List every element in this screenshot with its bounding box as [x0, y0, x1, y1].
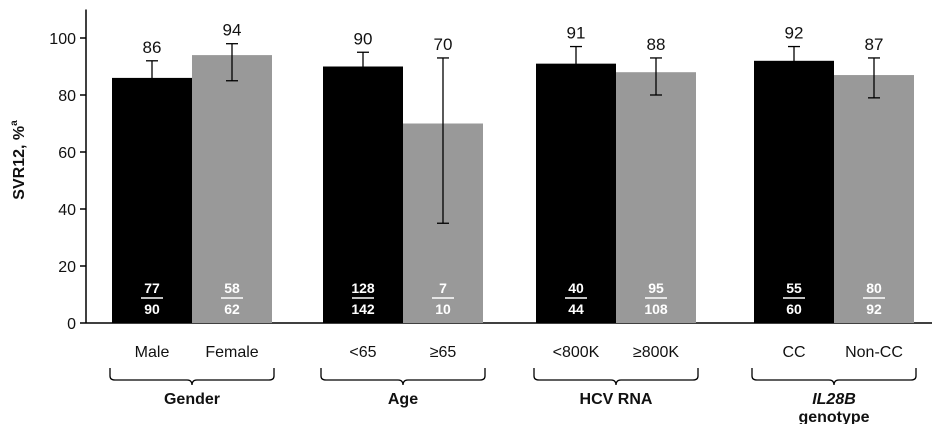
group-bracket	[533, 368, 699, 386]
data-label: 87	[865, 35, 884, 54]
y-axis-label-superscript: a	[9, 120, 20, 126]
group-label: Gender	[164, 391, 220, 408]
x-tick-label: Male	[135, 344, 170, 361]
data-label: 86	[143, 38, 162, 57]
bar-numerator: 77	[144, 280, 160, 296]
data-label: 91	[567, 24, 586, 43]
group-bracket	[109, 368, 275, 386]
bar-numerator: 55	[786, 280, 802, 296]
bar-denominator: 142	[351, 301, 375, 317]
bar-denominator: 44	[568, 301, 584, 317]
bar-numerator: 7	[439, 280, 447, 296]
group-bracket	[320, 368, 486, 386]
bar	[616, 72, 696, 323]
bar-numerator: 58	[224, 280, 240, 296]
x-tick-label: CC	[782, 344, 805, 361]
x-tick-label: ≥800K	[633, 344, 679, 361]
bar-denominator: 62	[224, 301, 240, 317]
group-label: HCV RNA	[580, 391, 653, 408]
data-label: 94	[223, 21, 242, 40]
labels: 86 77 90 Male 94 58 62 Female Gender 90 128 142 <65 7…	[109, 21, 917, 424]
x-tick-label: Non-CC	[845, 344, 903, 361]
y-tick-label: 40	[58, 202, 76, 219]
data-label: 92	[785, 24, 804, 43]
bar-denominator: 92	[866, 301, 882, 317]
bar-denominator: 10	[435, 301, 451, 317]
bar-denominator: 60	[786, 301, 802, 317]
y-tick-label: 100	[49, 31, 76, 48]
bar-denominator: 108	[644, 301, 668, 317]
group-bracket	[751, 368, 917, 386]
bar	[536, 63, 616, 324]
bar-numerator: 128	[351, 280, 375, 296]
x-tick-label: Female	[205, 344, 258, 361]
y-axis-label-text: SVR12, %	[11, 126, 28, 200]
bar-denominator: 90	[144, 301, 160, 317]
group-label: IL28B	[812, 391, 856, 408]
x-tick-label: ≥65	[430, 344, 457, 361]
group-label: Age	[388, 391, 418, 408]
bar	[834, 75, 914, 323]
bar	[323, 66, 403, 323]
y-axis-label: SVR12, %a	[9, 120, 28, 200]
y-tick-label: 80	[58, 88, 76, 105]
group-label-line2: genotype	[798, 409, 869, 424]
x-tick-label: <800K	[553, 344, 600, 361]
y-tick-label: 20	[58, 259, 76, 276]
bar-numerator: 80	[866, 280, 882, 296]
data-label: 90	[354, 29, 373, 48]
data-label: 88	[647, 35, 666, 54]
bar-numerator: 40	[568, 280, 584, 296]
bars	[112, 43, 914, 324]
x-tick-label: <65	[349, 344, 376, 361]
bar-numerator: 95	[648, 280, 664, 296]
bar	[192, 55, 272, 323]
y-tick-label: 0	[67, 316, 76, 333]
data-label: 70	[434, 35, 453, 54]
bar	[754, 60, 834, 324]
y-tick-label: 60	[58, 145, 76, 162]
bar	[112, 77, 192, 324]
